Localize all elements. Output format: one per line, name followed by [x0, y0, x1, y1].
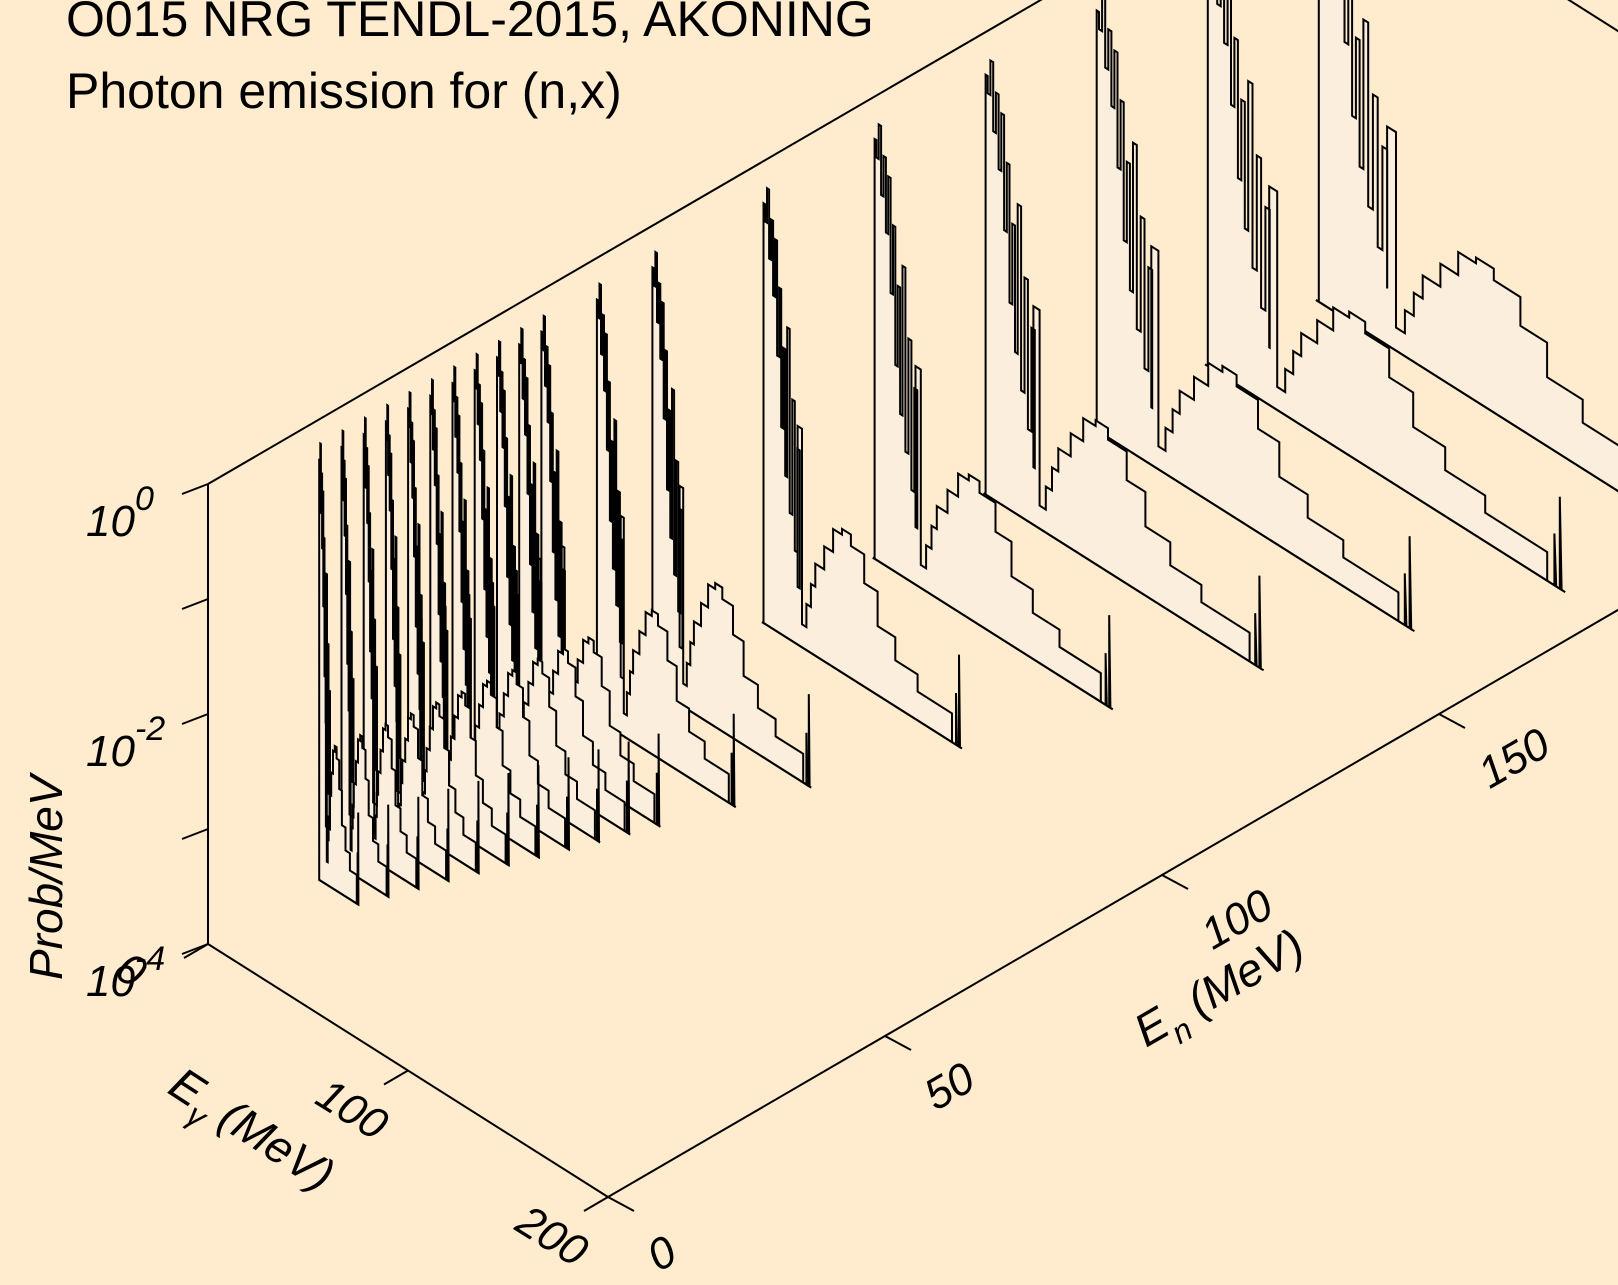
spectrum-baseline-en-200	[1315, 299, 1618, 493]
chart-title-line-2: Photon emission for (n,x)	[66, 63, 622, 119]
spectrum-en-200	[1315, 0, 1618, 493]
spectrum-en-20	[318, 441, 360, 907]
z-tick-0	[181, 483, 209, 495]
spectrum-curve-en-200	[1315, 0, 1618, 493]
z-tick--3	[181, 828, 209, 840]
y-tick-label-0: 0	[639, 1226, 685, 1281]
x-tick-label-1: 100	[308, 1069, 397, 1150]
spectrum-en-160	[1093, 0, 1415, 633]
y-axis-line	[607, 608, 1618, 1198]
spectra-group	[318, 0, 1618, 907]
x-tick-label-2: 200	[507, 1195, 597, 1276]
spectrum-baseline-en-20	[318, 878, 360, 906]
spectrum-en-100	[761, 186, 963, 750]
spectrum-curve-en-80	[650, 250, 811, 789]
spectrum-en-140	[983, 58, 1265, 672]
spectrum-curve-en-100	[761, 186, 962, 750]
y-tick-3	[1438, 713, 1466, 729]
spectrum-baseline-en-100	[761, 621, 963, 750]
x-tick-1	[383, 1069, 409, 1086]
spectrum-curve-en-140	[983, 58, 1262, 671]
spectrum-curve-en-24	[340, 429, 390, 899]
spectrum-baseline-en-140	[983, 492, 1265, 672]
z-tick--2	[181, 713, 209, 725]
x-tick-2	[583, 1196, 609, 1212]
y-tick-1	[884, 1035, 912, 1051]
spectrum-curve-en-180	[1204, 0, 1563, 592]
z-tick--1	[181, 598, 209, 610]
spectrum-baseline-en-180	[1204, 363, 1566, 593]
y-tick-label-3: 150	[1470, 719, 1559, 798]
z-tick-label-1: 10-2	[86, 710, 165, 776]
spectrum-curve-en-28	[362, 416, 420, 891]
x-tick-0	[183, 943, 209, 959]
spectrum-en-120	[872, 122, 1114, 711]
chart-title-line-1: O015 NRG TENDL-2015, AKONING	[66, 0, 874, 47]
spectrum-baseline-en-120	[872, 556, 1114, 711]
spectrum-baseline-en-160	[1093, 427, 1415, 633]
y-tick-label-1: 50	[916, 1053, 983, 1120]
x-axis-label: Eγ (MeV)	[155, 1057, 344, 1210]
left-wall-top-edge	[207, 0, 1043, 485]
y-tick-0	[607, 1196, 635, 1212]
z-axis-label: Prob/MeV	[20, 771, 72, 980]
back-wall-top-edge	[1567, 0, 1618, 33]
spectrum-curve-en-20	[318, 441, 360, 907]
spectrum-curve-en-70	[595, 282, 736, 809]
z-tick-label-2: 100	[86, 480, 154, 546]
z-tick-label-0: 10-4	[86, 940, 165, 1006]
axes-group: 10-410-21000100200050100150200Eγ (MeV)En…	[20, 480, 1559, 1281]
y-tick-2	[1161, 874, 1189, 890]
spectrum-en-180	[1204, 0, 1566, 593]
spectrum-curve-en-120	[872, 122, 1112, 710]
spectrum-curve-en-160	[1093, 0, 1413, 632]
